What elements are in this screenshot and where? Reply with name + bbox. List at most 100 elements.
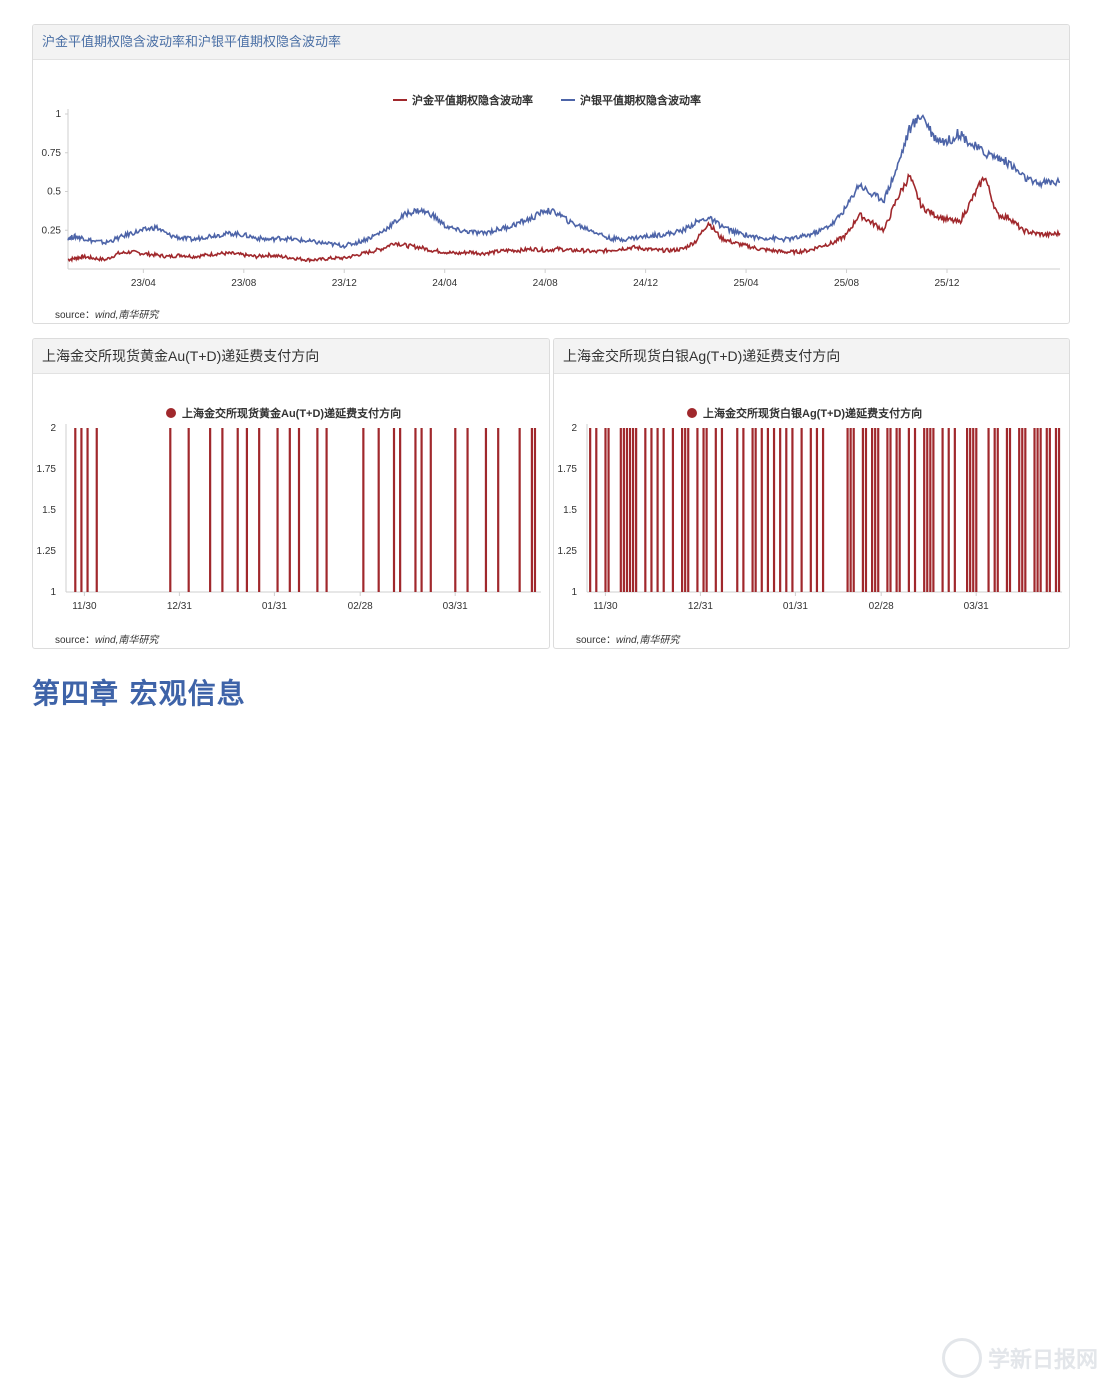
bar	[696, 428, 699, 592]
bar	[1018, 428, 1021, 592]
x-tick-label: 23/12	[332, 278, 357, 289]
bar	[484, 428, 488, 592]
source-text: wind,南华研究	[95, 635, 159, 646]
source-text: wind,南华研究	[95, 310, 159, 321]
y-tick-label: 1.75	[37, 464, 57, 475]
bar	[362, 428, 365, 592]
x-tick-label: 11/30	[72, 601, 97, 612]
bar	[815, 428, 819, 592]
bar	[392, 428, 396, 592]
y-tick-label: 1.25	[558, 546, 578, 557]
bar	[907, 428, 910, 592]
bar	[607, 428, 610, 592]
bar	[913, 428, 917, 592]
x-tick-label: 24/04	[432, 278, 457, 289]
bar	[969, 428, 972, 592]
bar	[889, 428, 892, 592]
series-line	[67, 114, 1061, 250]
bar	[297, 428, 301, 592]
bar	[874, 428, 877, 592]
source-prefix: source：	[576, 635, 617, 646]
bar	[877, 428, 880, 592]
bar	[681, 428, 684, 592]
bar	[454, 428, 457, 592]
au-chart-source: source：wind,南华研究	[55, 631, 158, 646]
y-tick-label: 0.75	[42, 148, 62, 159]
bar	[702, 428, 705, 592]
bar	[95, 428, 98, 592]
bar	[849, 428, 852, 592]
bar	[325, 428, 328, 592]
bar	[187, 428, 190, 592]
bar	[947, 428, 950, 592]
bar	[800, 428, 803, 592]
y-tick-label: 0.25	[42, 225, 62, 236]
x-tick-label: 12/31	[688, 601, 713, 612]
bar	[628, 428, 632, 592]
y-tick-label: 1.5	[563, 505, 577, 516]
x-tick-label: 03/31	[964, 601, 989, 612]
bar	[754, 428, 757, 592]
bar	[377, 428, 380, 592]
bar	[714, 428, 717, 592]
bar	[953, 428, 956, 592]
bar	[1045, 428, 1048, 592]
ag-chart-svg: 2 1.75 1.5 1.25 1 11/30 12/31 01/31 02/28 03/31 上海…	[558, 406, 1062, 612]
x-tick-label: 11/30	[593, 601, 618, 612]
bar	[766, 428, 770, 592]
bar	[1033, 428, 1036, 592]
bar	[966, 428, 969, 592]
legend-swatch	[166, 408, 176, 418]
watermark: 学新日报网	[941, 1338, 1098, 1378]
chapter-heading: 第四章 宏观信息	[32, 677, 246, 710]
bar	[987, 428, 990, 592]
bar	[975, 428, 978, 592]
x-tick-label: 23/04	[131, 278, 156, 289]
x-tick-label: 02/28	[869, 601, 894, 612]
legend-label: 沪金平值期权隐含波动率	[412, 93, 533, 107]
bar	[941, 428, 944, 592]
source-prefix: source：	[55, 635, 96, 646]
bar	[429, 428, 432, 592]
y-tick-label: 1.25	[37, 546, 57, 557]
bar	[288, 428, 291, 592]
bar	[871, 428, 874, 592]
legend-label: 沪银平值期权隐含波动率	[580, 93, 701, 107]
bar	[1039, 428, 1042, 592]
bar	[705, 428, 708, 592]
watermark-logo-icon	[941, 1338, 982, 1378]
bar	[898, 428, 901, 592]
bar	[760, 428, 763, 592]
au-chart-svg: 2 1.75 1.5 1.25 1 11/30 12/31 01/31 02/28 03/31 上海…	[37, 406, 541, 612]
bar	[276, 428, 279, 592]
y-tick-label: 2	[571, 423, 577, 434]
bar	[1057, 428, 1061, 592]
bar	[619, 428, 622, 592]
x-tick-label: 25/04	[734, 278, 759, 289]
bar	[631, 428, 635, 592]
bar	[662, 428, 665, 592]
volatility-chart-source: source：wind,南华研究	[55, 306, 158, 321]
volatility-chart-panel: 沪金平值期权隐含波动率和沪银平值期权隐含波动率 1 0.75 0.5 0.25 23/0…	[32, 24, 1070, 324]
bar	[169, 428, 172, 592]
ag-chart-panel: 上海金交所现货白银Ag(T+D)递延费支付方向 2 1.75 1.5 1.25 1 11/…	[553, 338, 1070, 649]
bar	[644, 428, 647, 592]
legend-label: 上海金交所现货黄金Au(T+D)递延费支付方向	[182, 406, 401, 420]
bar	[1005, 428, 1009, 592]
au-chart-panel: 上海金交所现货黄金Au(T+D)递延费支付方向 2 1.75 1.5 1.25 1 11/…	[32, 338, 550, 649]
bar	[864, 428, 868, 592]
bar	[886, 428, 889, 592]
bar	[650, 428, 653, 592]
bar	[258, 428, 261, 592]
bar	[466, 428, 469, 592]
au-chart-title: 上海金交所现货黄金Au(T+D)递延费支付方向	[33, 339, 549, 374]
bar	[929, 428, 932, 592]
bar	[895, 428, 898, 592]
bar	[1048, 428, 1051, 592]
bar	[316, 428, 319, 592]
bar	[245, 428, 249, 592]
watermark-text: 学新日报网	[987, 1347, 1098, 1372]
bar	[684, 428, 687, 592]
bar	[497, 428, 500, 592]
bar	[861, 428, 865, 592]
